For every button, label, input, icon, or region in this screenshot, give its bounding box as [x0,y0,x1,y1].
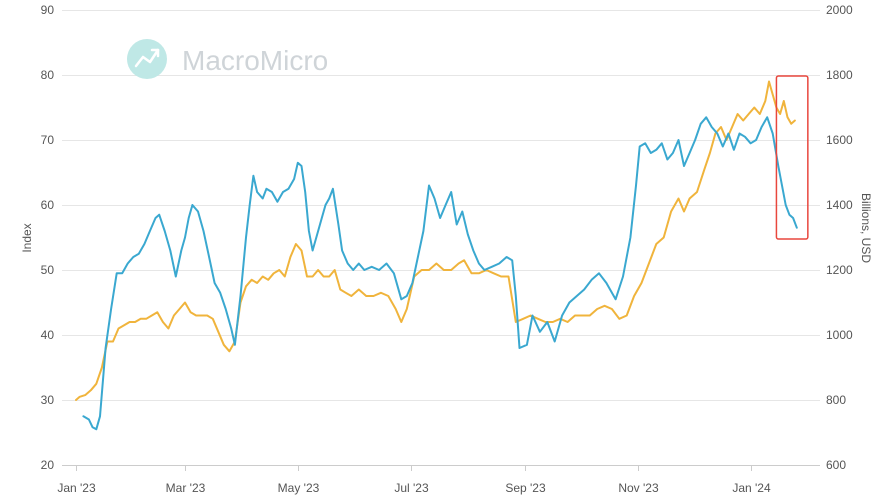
watermark-text: MacroMicro [182,45,328,76]
left-axis-ticks: 20 30 40 50 60 70 80 90 [41,3,55,472]
right-axis-ticks: 600 800 1000 1200 1400 1600 1800 2000 [826,3,853,472]
left-tick-label: 50 [41,263,55,277]
left-axis-title: Index [20,223,34,252]
x-axis: Jan '23 Mar '23 May '23 Jul '23 Sep '23 Nov '… [57,465,820,495]
right-tick-label: 1400 [826,198,853,212]
left-tick-label: 80 [41,68,55,82]
gridlines [62,10,820,466]
left-tick-label: 70 [41,133,55,147]
right-tick-label: 2000 [826,3,853,17]
x-tick-label: Mar '23 [166,481,206,495]
right-tick-label: 600 [826,458,846,472]
x-tick-label: Nov '23 [618,481,659,495]
right-tick-label: 1800 [826,68,853,82]
x-tick-label: Jan '24 [732,481,771,495]
left-tick-label: 20 [41,458,55,472]
macromicro-logo-icon [127,39,167,79]
right-tick-label: 1000 [826,328,853,342]
x-tick-label: May '23 [278,481,320,495]
left-tick-label: 60 [41,198,55,212]
right-tick-label: 1600 [826,133,853,147]
series-line [82,116,798,431]
x-tick-label: Jul '23 [394,481,429,495]
x-tick-label: Sep '23 [505,481,546,495]
left-tick-label: 40 [41,328,55,342]
left-tick-label: 30 [41,393,55,407]
right-tick-label: 800 [826,393,846,407]
series-lines [75,80,798,431]
right-tick-label: 1200 [826,263,853,277]
x-tick-label: Jan '23 [57,481,96,495]
highlight-box [775,75,809,240]
left-tick-label: 90 [41,3,55,17]
watermark: MacroMicro [127,39,328,79]
right-axis-title: Billions, USD [859,193,873,263]
